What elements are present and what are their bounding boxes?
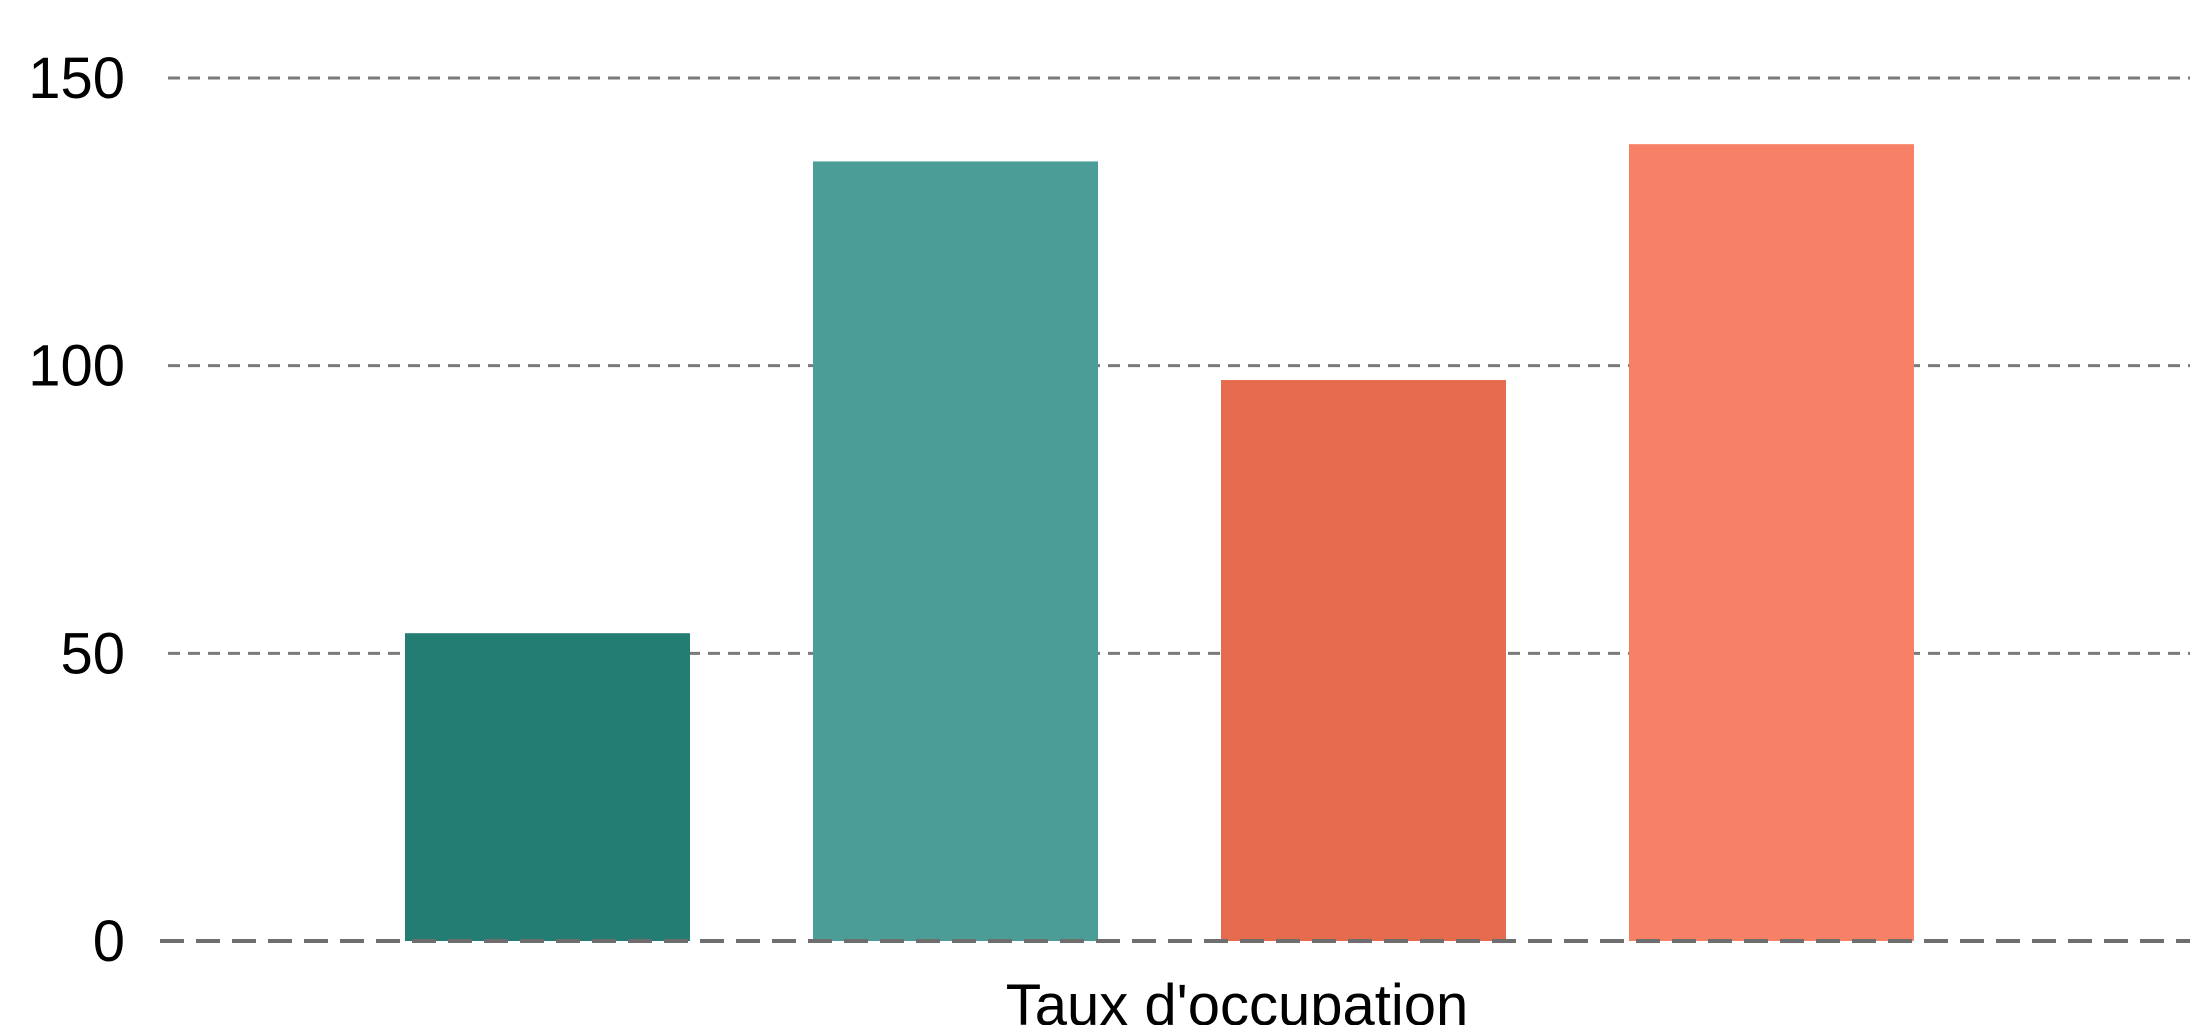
x-axis-label: Taux d'occupation (1006, 973, 1469, 1025)
bar-4 (1629, 144, 1914, 941)
bars-layer (405, 144, 1914, 941)
y-tick-label: 100 (28, 334, 125, 399)
y-tick-label: 0 (93, 909, 125, 974)
y-tick-label: 50 (60, 621, 125, 686)
y-axis-ticks: 0 50 100 150 (28, 46, 125, 974)
y-tick-label: 150 (28, 46, 125, 111)
bar-1 (405, 633, 690, 941)
bar-2 (813, 161, 1098, 941)
bar-3 (1221, 380, 1506, 941)
